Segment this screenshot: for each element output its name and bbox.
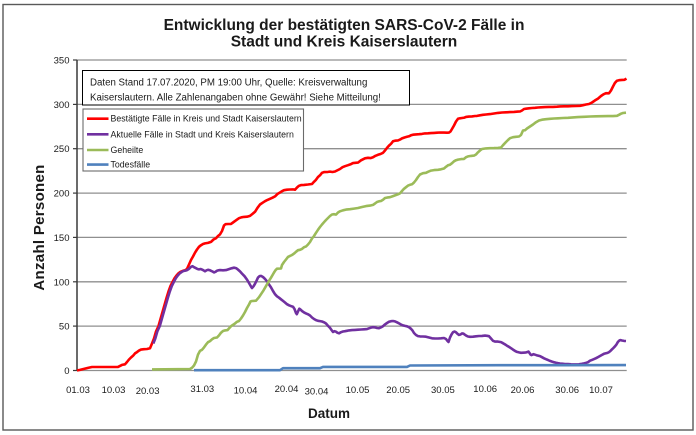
svg-text:Kaiserslautern. Alle Zahlenang: Kaiserslautern. Alle Zahlenangaben ohne … <box>90 93 381 104</box>
svg-text:Todesfälle: Todesfälle <box>111 160 151 170</box>
svg-text:20.05: 20.05 <box>386 385 410 396</box>
svg-text:150: 150 <box>54 233 70 244</box>
svg-text:10.03: 10.03 <box>102 385 126 396</box>
svg-text:10.07: 10.07 <box>589 385 613 396</box>
svg-text:10.06: 10.06 <box>473 384 497 395</box>
svg-text:50: 50 <box>59 322 70 333</box>
svg-text:30.06: 30.06 <box>555 385 579 396</box>
svg-text:0: 0 <box>64 366 69 377</box>
svg-text:100: 100 <box>54 277 70 288</box>
svg-text:300: 300 <box>54 100 70 111</box>
svg-text:Aktuelle Fälle in Stadt und Kr: Aktuelle Fälle in Stadt und Kreis Kaiser… <box>111 129 294 139</box>
svg-text:Bestätigte Fälle in Kreis und: Bestätigte Fälle in Kreis und Stadt Kais… <box>111 114 302 124</box>
svg-text:250: 250 <box>54 144 70 155</box>
svg-text:10.05: 10.05 <box>346 385 370 396</box>
svg-text:Anzahl Personen: Anzahl Personen <box>31 164 48 290</box>
svg-text:30.05: 30.05 <box>431 385 455 396</box>
svg-text:Entwicklung der bestätigten SA: Entwicklung der bestätigten SARS-CoV-2 F… <box>164 17 525 34</box>
svg-text:20.03: 20.03 <box>136 386 160 397</box>
svg-text:10.04: 10.04 <box>234 386 258 397</box>
svg-text:Datum: Datum <box>308 406 350 421</box>
svg-text:350: 350 <box>54 56 70 67</box>
svg-text:Daten Stand 17.07.2020, PM 19:: Daten Stand 17.07.2020, PM 19:00 Uhr, Qu… <box>90 78 367 89</box>
svg-text:20.06: 20.06 <box>511 385 535 396</box>
svg-text:200: 200 <box>54 189 70 200</box>
svg-text:31.03: 31.03 <box>190 384 214 395</box>
svg-text:01.03: 01.03 <box>66 385 90 396</box>
svg-text:Geheilte: Geheilte <box>111 145 144 155</box>
svg-text:Stadt und Kreis Kaiserslautern: Stadt und Kreis Kaiserslautern <box>231 34 458 51</box>
svg-text:30.04: 30.04 <box>305 387 329 398</box>
svg-text:20.04: 20.04 <box>275 384 299 395</box>
